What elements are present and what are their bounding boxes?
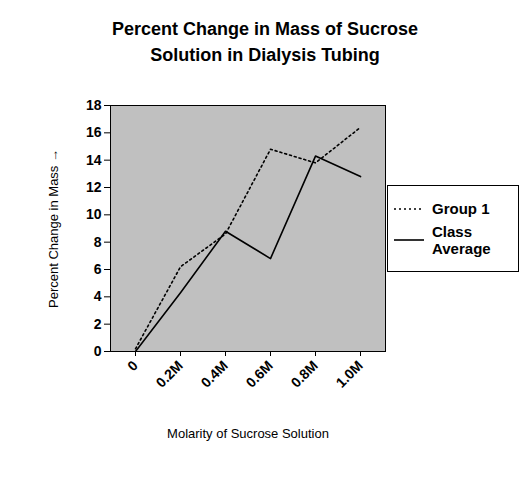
svg-text:0.8M: 0.8M <box>287 357 320 390</box>
svg-text:2: 2 <box>94 316 102 332</box>
svg-text:0: 0 <box>94 343 102 359</box>
html-text:Class Average: Class Average <box>432 223 491 257</box>
html-text:Group 1: Group 1 <box>432 200 490 217</box>
svg-text:14: 14 <box>86 152 102 168</box>
svg-text:0.2M: 0.2M <box>152 357 185 390</box>
svg-text:6: 6 <box>94 261 102 277</box>
svg-text:Percent Change in Mass →: Percent Change in Mass → <box>46 149 61 308</box>
svg-text:0.4M: 0.4M <box>197 357 230 390</box>
svg-text:12: 12 <box>86 179 102 195</box>
svg-text:10: 10 <box>86 206 102 222</box>
svg-text:Molarity of Sucrose Solution: Molarity of Sucrose Solution <box>167 426 329 441</box>
svg-text:1.0M: 1.0M <box>332 357 365 390</box>
svg-text:0.6M: 0.6M <box>242 357 275 390</box>
svg-text:16: 16 <box>86 124 102 140</box>
svg-text:4: 4 <box>94 288 102 304</box>
html-text:Percent Change in Mass of Sucr: Percent Change in Mass of Sucrose Soluti… <box>112 19 418 65</box>
svg-text:8: 8 <box>94 234 102 250</box>
svg-text:0: 0 <box>124 357 141 374</box>
svg-text:18: 18 <box>86 97 102 113</box>
